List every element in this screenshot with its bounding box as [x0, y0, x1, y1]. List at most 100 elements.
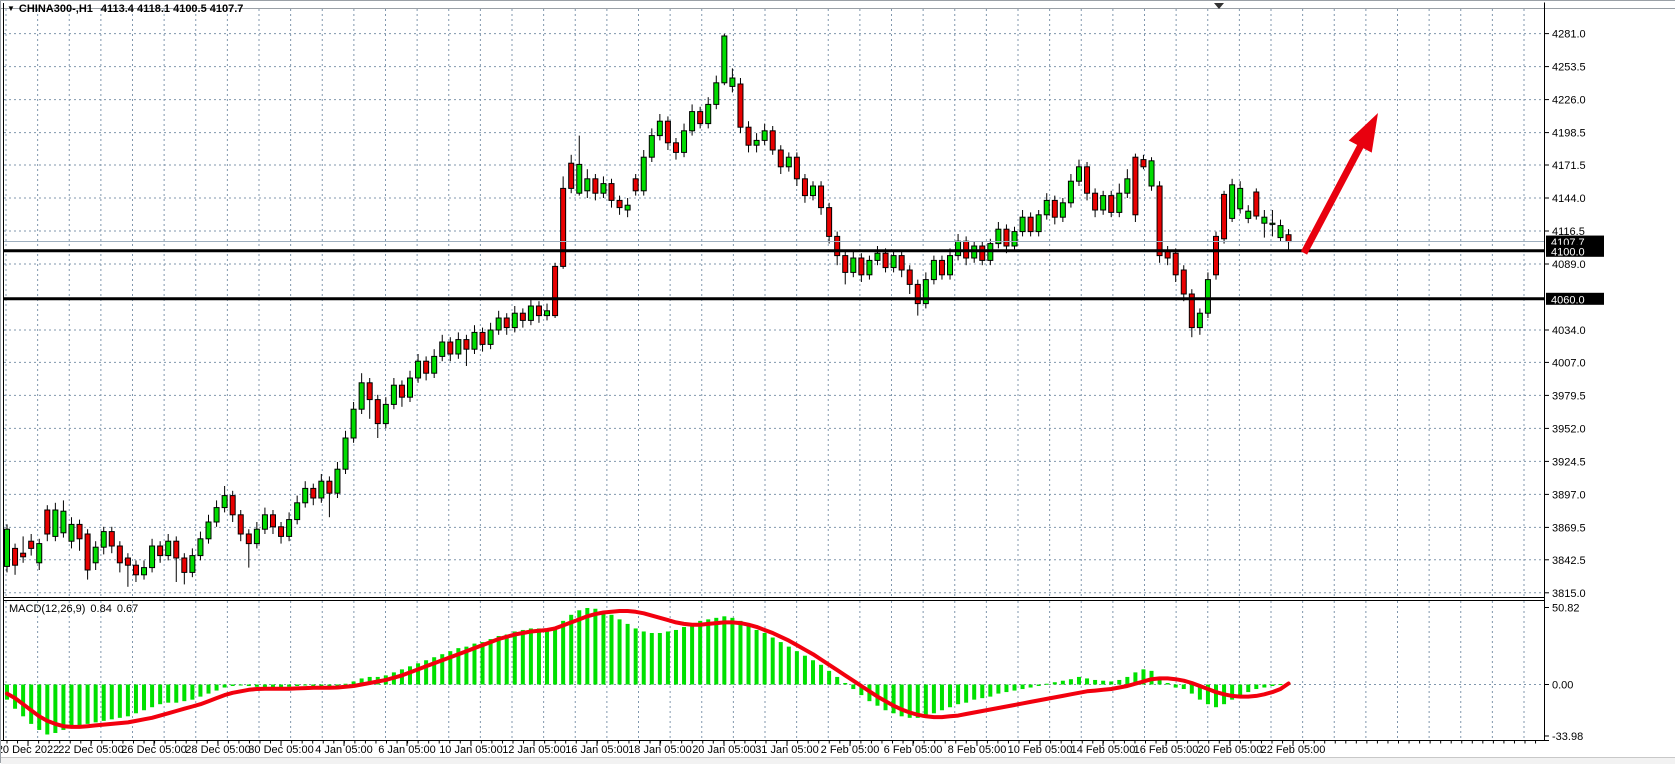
time-axis-label: 16 Jan 05:00	[565, 744, 629, 756]
candle-bullish	[141, 567, 148, 576]
candle-bullish	[624, 204, 631, 211]
candle-bearish	[44, 509, 51, 535]
candle-bullish	[1116, 192, 1123, 213]
macd-histogram-bar	[101, 684, 106, 721]
candle-bullish	[431, 355, 438, 374]
candle-bullish	[922, 279, 929, 305]
time-axis-label: 22 Feb 05:00	[1261, 744, 1326, 756]
macd-name: MACD(12,26,9)	[9, 603, 86, 615]
price-badge-label: 4060.0	[1551, 294, 1585, 306]
candle-bullish	[729, 77, 736, 87]
macd-histogram-bar	[488, 639, 493, 685]
candle-bullish	[382, 403, 389, 425]
macd-histogram-bar	[819, 664, 824, 685]
chart-dropdown-icon[interactable]: ▼	[7, 4, 15, 13]
macd-histogram-bar	[649, 632, 654, 685]
price-axis-label: 4253.5	[1552, 62, 1586, 74]
macd-histogram-bar	[786, 646, 791, 685]
macd-histogram-bar	[133, 684, 138, 714]
macd-histogram-bar	[69, 684, 74, 727]
macd-histogram-bar	[1133, 672, 1138, 685]
macd-histogram-bar	[1173, 684, 1178, 688]
macd-histogram-bar	[343, 683, 348, 685]
symbol-period-label: CHINA300-,H1	[18, 3, 93, 15]
time-axis-label: 20 Feb 05:00	[1198, 744, 1263, 756]
macd-histogram-bar	[972, 684, 977, 700]
macd-histogram-bar	[1012, 684, 1017, 691]
macd-histogram-bar	[1270, 684, 1275, 687]
macd-histogram-bar	[706, 619, 711, 685]
macd-histogram-bar	[150, 684, 155, 708]
macd-histogram-bar	[964, 684, 969, 703]
macd-histogram-bar	[730, 617, 735, 685]
candle-bearish	[979, 245, 986, 261]
macd-histogram-bar	[746, 625, 751, 685]
candle-bearish	[366, 382, 373, 401]
candle-bearish	[278, 526, 285, 537]
candle-bearish	[1084, 166, 1091, 194]
candle-bearish	[463, 339, 470, 350]
candle-bearish	[398, 384, 405, 398]
candle-bearish	[818, 185, 825, 209]
candle-bullish	[487, 329, 494, 345]
macd-histogram-bar	[206, 684, 211, 694]
candle-bullish	[1245, 210, 1252, 219]
macd-histogram-bar	[859, 684, 864, 696]
candle-bullish	[1075, 166, 1082, 182]
macd-histogram-bar	[448, 651, 453, 685]
candle-bearish	[1108, 195, 1115, 213]
macd-histogram-bar	[988, 684, 993, 697]
price-axis-label: 4089.0	[1552, 259, 1586, 271]
time-axis-label: 20 Jan 05:00	[692, 744, 756, 756]
candle-bearish	[116, 545, 123, 564]
time-axis-label: 28 Dec 05:00	[185, 744, 250, 756]
candle-bullish	[640, 156, 647, 192]
price-axis-label: 4171.5	[1552, 160, 1586, 172]
macd-histogram-bar	[1125, 676, 1130, 685]
candle-bearish	[229, 495, 236, 516]
candle-bearish	[76, 523, 83, 540]
macd-axis-label: -33.98	[1552, 731, 1583, 743]
macd-histogram-bar	[262, 684, 267, 688]
candle-bearish	[535, 305, 542, 317]
candle-bullish	[656, 120, 663, 137]
candle-bearish	[12, 547, 19, 566]
macd-histogram-bar	[125, 684, 130, 717]
candle-bullish	[721, 35, 728, 84]
price-axis-label: 4226.0	[1552, 95, 1586, 107]
macd-histogram-bar	[762, 632, 767, 685]
macd-histogram-bar	[29, 684, 34, 724]
candle-bearish	[1213, 235, 1219, 276]
candle-bullish	[1269, 222, 1276, 225]
candle-bearish	[479, 331, 486, 345]
candle-bullish	[4, 528, 10, 567]
candle-bullish	[527, 305, 534, 321]
macd-histogram-bar	[230, 684, 235, 687]
candle-bullish	[1237, 187, 1244, 210]
candle-bearish	[826, 207, 833, 237]
candle-bullish	[874, 252, 881, 261]
macd-histogram-bar	[408, 666, 412, 685]
candle-bearish	[447, 341, 454, 355]
candle-bullish	[100, 531, 107, 548]
candle-bullish	[850, 257, 857, 273]
time-axis-label: 20 Dec 2022	[1, 744, 59, 756]
candle-bullish	[350, 408, 357, 439]
macd-histogram-bar	[811, 660, 815, 685]
macd-histogram-bar	[1117, 679, 1122, 685]
candle-bullish	[866, 259, 873, 276]
macd-axis-label: 0.00	[1552, 680, 1573, 692]
macd-histogram-bar	[109, 684, 114, 720]
candle-bullish	[689, 111, 696, 132]
candle-bullish	[544, 310, 551, 317]
macd-histogram-bar	[117, 684, 122, 718]
macd-histogram-bar	[1028, 684, 1033, 688]
candle-bullish	[1035, 214, 1042, 233]
macd-histogram-bar	[440, 654, 445, 685]
candle-bearish	[1027, 216, 1034, 233]
candle-bearish	[1132, 156, 1139, 216]
candle-bearish	[124, 557, 131, 566]
candle-bearish	[793, 156, 800, 180]
candle-bearish	[503, 317, 510, 329]
